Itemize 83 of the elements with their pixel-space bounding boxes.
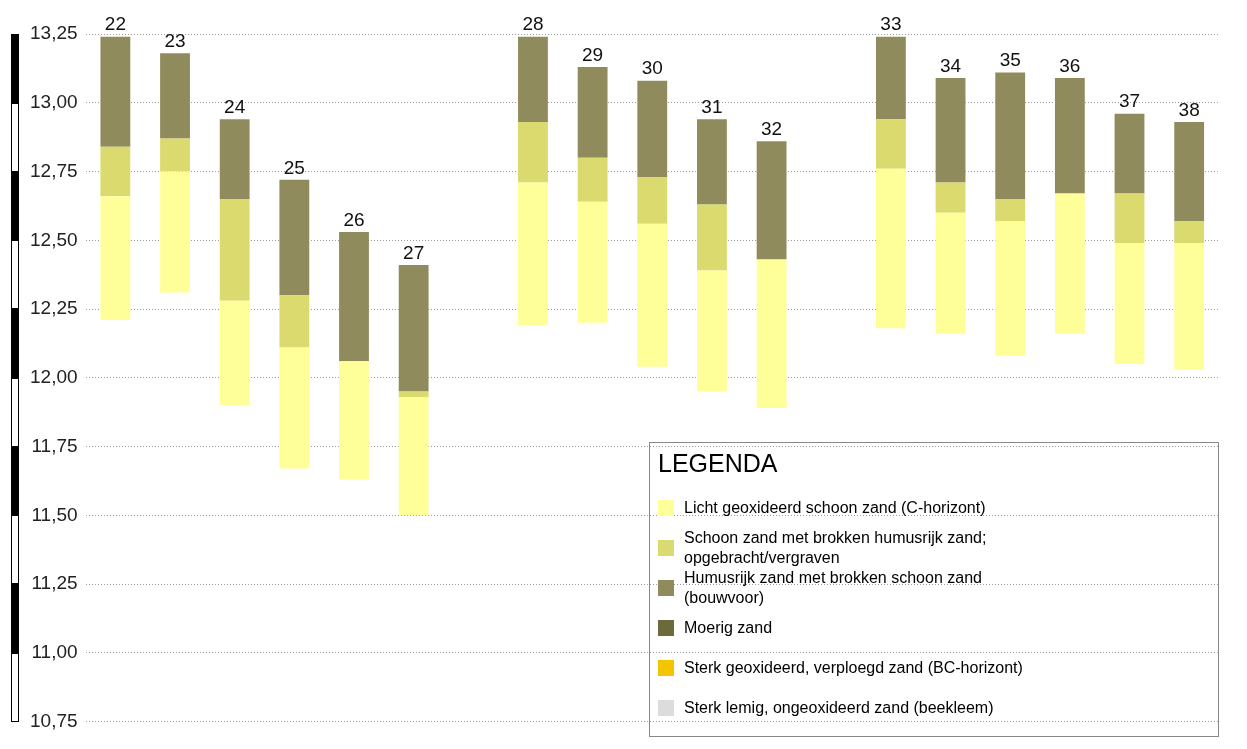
bar [398,265,429,392]
bar [398,391,429,398]
bar [1054,78,1085,194]
y-tick-label: 11,50 [31,503,78,525]
bar [637,80,668,178]
bar [160,171,190,293]
x-tick-label: 26 [343,208,365,230]
y-tick-label: 11,75 [31,434,78,456]
y-tick-label: 10,75 [30,709,78,731]
bar [935,182,966,213]
x-tick-label: 30 [641,57,663,79]
bar [219,199,250,301]
x-tick-label: 27 [403,241,425,263]
bar [160,138,190,172]
y-tick-label: 12,00 [30,366,78,388]
bar [279,179,310,296]
bar [935,78,966,183]
bar [697,119,727,205]
bar [279,347,310,469]
x-tick-label: 32 [761,118,783,139]
y-tick-label: 13,00 [30,90,78,112]
bar [875,119,906,169]
y-tick-label: 11,00 [31,641,78,663]
bar [1114,113,1145,194]
x-tick-label: 35 [999,49,1021,71]
x-tick-label: 36 [1059,54,1081,76]
x-tick-label: 38 [1178,98,1200,120]
bar [518,182,548,326]
bar [577,157,608,202]
bar [995,72,1026,200]
x-tick-label: 33 [880,13,902,35]
bar [1174,243,1205,370]
bar [1114,243,1145,365]
bar [339,361,369,480]
x-tick-label: 29 [582,43,604,65]
y-tick-label: 12,25 [30,297,78,319]
x-tick-label: 31 [701,96,723,117]
bar [279,295,310,348]
x-tick-label: 34 [939,54,962,76]
legend-label: Sterk lemig, ongeoxideerd zand (beekleem) [684,698,994,718]
bar [577,67,608,158]
bar [219,119,250,200]
bar [1174,221,1205,244]
x-tick-label: 22 [104,13,126,35]
bar [697,204,727,271]
bar [219,300,250,406]
bar [697,270,727,392]
bar [756,141,787,260]
x-tick-label: 23 [164,29,186,51]
bar [100,36,131,147]
bar [995,199,1026,222]
bar [398,397,429,516]
bar [875,36,906,120]
x-tick-label: 28 [522,13,544,35]
y-tick-label: 13,25 [30,22,78,44]
x-tick-label: 37 [1118,90,1141,112]
bar [637,177,668,224]
x-tick-label: 25 [283,156,305,178]
legend-label: Licht geoxideerd schoon zand (C-horizont) [684,498,986,518]
bar [100,196,131,321]
bar [577,201,608,323]
legend-label: Schoon zand met brokken humusrijk zand; opgebracht/vergraven [684,528,988,568]
bar [1114,193,1145,244]
legend-label: Sterk geoxideerd, verploegd zand (BC-horizont) [684,658,1023,678]
legend-title: LEGENDA [658,449,779,478]
bar [160,53,190,139]
bar [100,146,131,197]
bar [1054,193,1085,334]
bar [339,232,369,362]
bar [756,259,787,409]
bar [935,212,966,334]
bar [637,223,668,367]
y-tick-label: 11,25 [31,572,78,594]
bar [875,168,906,329]
legend-label: Humusrijk zand met brokken schoon zand (bouwvoor) [684,568,983,608]
legend-label: Moerig zand [684,618,773,638]
bar [995,221,1026,356]
bar [518,122,548,183]
bar [1174,122,1205,222]
y-tick-label: 12,50 [30,228,78,250]
bar [518,36,548,123]
y-tick-label: 12,75 [30,159,78,181]
x-tick-label: 24 [224,96,246,117]
